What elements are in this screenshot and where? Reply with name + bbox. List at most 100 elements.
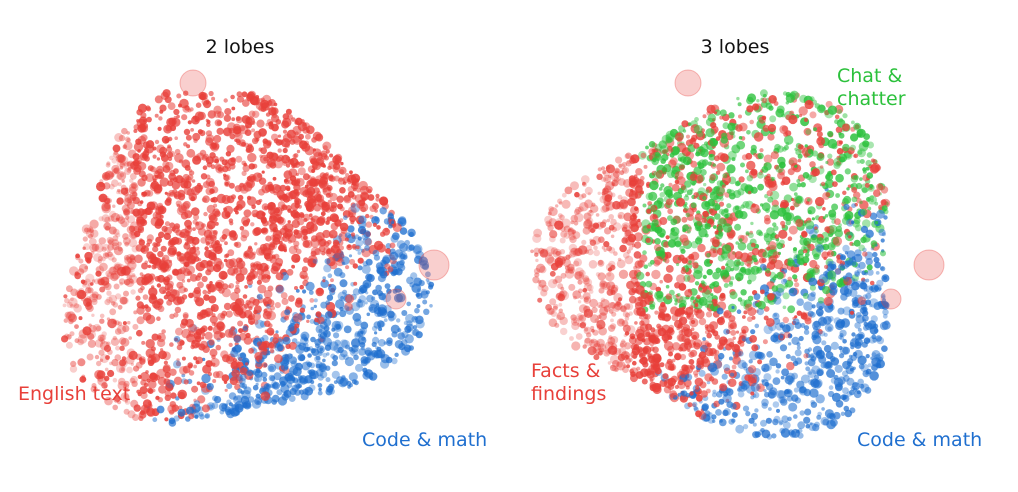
scatter-point — [66, 301, 73, 308]
scatter-point — [796, 342, 801, 347]
scatter-point — [219, 332, 226, 339]
scatter-point — [113, 167, 121, 175]
scatter-point — [851, 186, 858, 193]
scatter-point — [186, 406, 195, 415]
scatter-point — [858, 244, 865, 252]
scatter-point — [561, 192, 567, 198]
scatter-point — [104, 282, 112, 291]
scatter-point — [145, 339, 155, 349]
scatter-point — [88, 233, 93, 239]
scatter-point — [183, 142, 188, 147]
scatter-point — [231, 347, 237, 352]
scatter-point — [383, 341, 387, 345]
scatter-point — [564, 186, 573, 195]
scatter-point — [404, 325, 412, 333]
scatter-point — [121, 367, 125, 372]
scatter-point — [790, 355, 796, 362]
scatter-point — [104, 197, 111, 205]
scatter-point — [201, 275, 208, 283]
scatter-point — [353, 354, 359, 361]
scatter-point — [204, 413, 211, 419]
scatter-point — [549, 230, 558, 239]
scatter-point — [69, 266, 79, 276]
scatter-point — [121, 266, 131, 276]
scatter-point — [224, 388, 228, 392]
scatter-point — [569, 235, 577, 244]
scatter-point — [705, 128, 715, 138]
scatter-point — [635, 281, 641, 287]
scatter-point — [333, 175, 340, 182]
scatter-point — [549, 298, 557, 306]
scatter-point — [752, 391, 760, 399]
scatter-point — [779, 161, 786, 169]
scatter-point — [74, 324, 79, 329]
scatter-point — [202, 165, 208, 170]
scatter-point — [545, 304, 552, 311]
scatter-point — [302, 388, 309, 395]
scatter-point — [85, 273, 95, 283]
scatter-point — [807, 198, 811, 202]
scatter-point — [203, 181, 210, 189]
scatter-point — [123, 209, 130, 217]
scatter-point — [117, 154, 126, 163]
scatter-point — [872, 251, 878, 258]
scatter-point — [282, 336, 291, 345]
scatter-point — [702, 210, 709, 218]
scatter-point — [679, 299, 687, 308]
scatter-point — [342, 176, 350, 184]
scatter-point — [360, 330, 364, 334]
scatter-point — [124, 168, 132, 175]
scatter-point — [128, 274, 138, 284]
scatter-point — [563, 225, 571, 233]
scatter-point — [251, 128, 256, 133]
scatter-point — [339, 279, 348, 288]
scatter-point — [671, 358, 676, 363]
scatter-point — [544, 254, 555, 264]
scatter-point — [705, 285, 710, 290]
scatter-point — [205, 269, 212, 276]
scatter-point — [603, 175, 612, 183]
scatter-point — [360, 359, 368, 367]
scatter-point — [302, 126, 310, 134]
scatter-point — [778, 421, 783, 426]
scatter-point — [681, 237, 690, 246]
scatter-point — [557, 198, 563, 204]
scatter-point — [338, 177, 343, 182]
scatter-point — [319, 321, 328, 330]
scatter-point — [880, 199, 887, 206]
scatter-point — [147, 388, 154, 395]
scatter-point — [216, 193, 227, 204]
scatter-point — [388, 218, 392, 223]
scatter-point — [415, 319, 425, 329]
scatter-point — [149, 293, 156, 300]
scatter-point — [126, 137, 131, 143]
scatter-point — [612, 366, 618, 372]
scatter-point — [271, 123, 279, 132]
scatter-point — [750, 144, 757, 151]
scatter-point — [787, 333, 792, 338]
scatter-point — [665, 284, 670, 289]
scatter-point — [227, 249, 235, 257]
scatter-point — [133, 310, 138, 315]
scatter-point — [140, 124, 149, 133]
scatter-point — [409, 282, 415, 288]
scatter-point — [169, 368, 177, 376]
scatter-point — [645, 291, 653, 300]
scatter-point — [313, 151, 323, 162]
scatter-point — [97, 255, 104, 261]
scatter-point — [182, 173, 190, 181]
scatter-point — [757, 171, 764, 179]
scatter-point — [155, 212, 162, 219]
scatter-point — [598, 236, 605, 243]
scatter-point — [61, 335, 69, 343]
scatter-point — [678, 254, 685, 261]
scatter-point — [353, 281, 358, 286]
scatter-point — [718, 208, 725, 215]
scatter-point — [736, 96, 740, 101]
scatter-point — [859, 177, 863, 181]
scatter-point — [329, 192, 338, 202]
scatter-point — [155, 170, 159, 174]
scatter-point — [344, 356, 354, 367]
scatter-point — [797, 432, 804, 439]
scatter-point — [82, 236, 88, 242]
